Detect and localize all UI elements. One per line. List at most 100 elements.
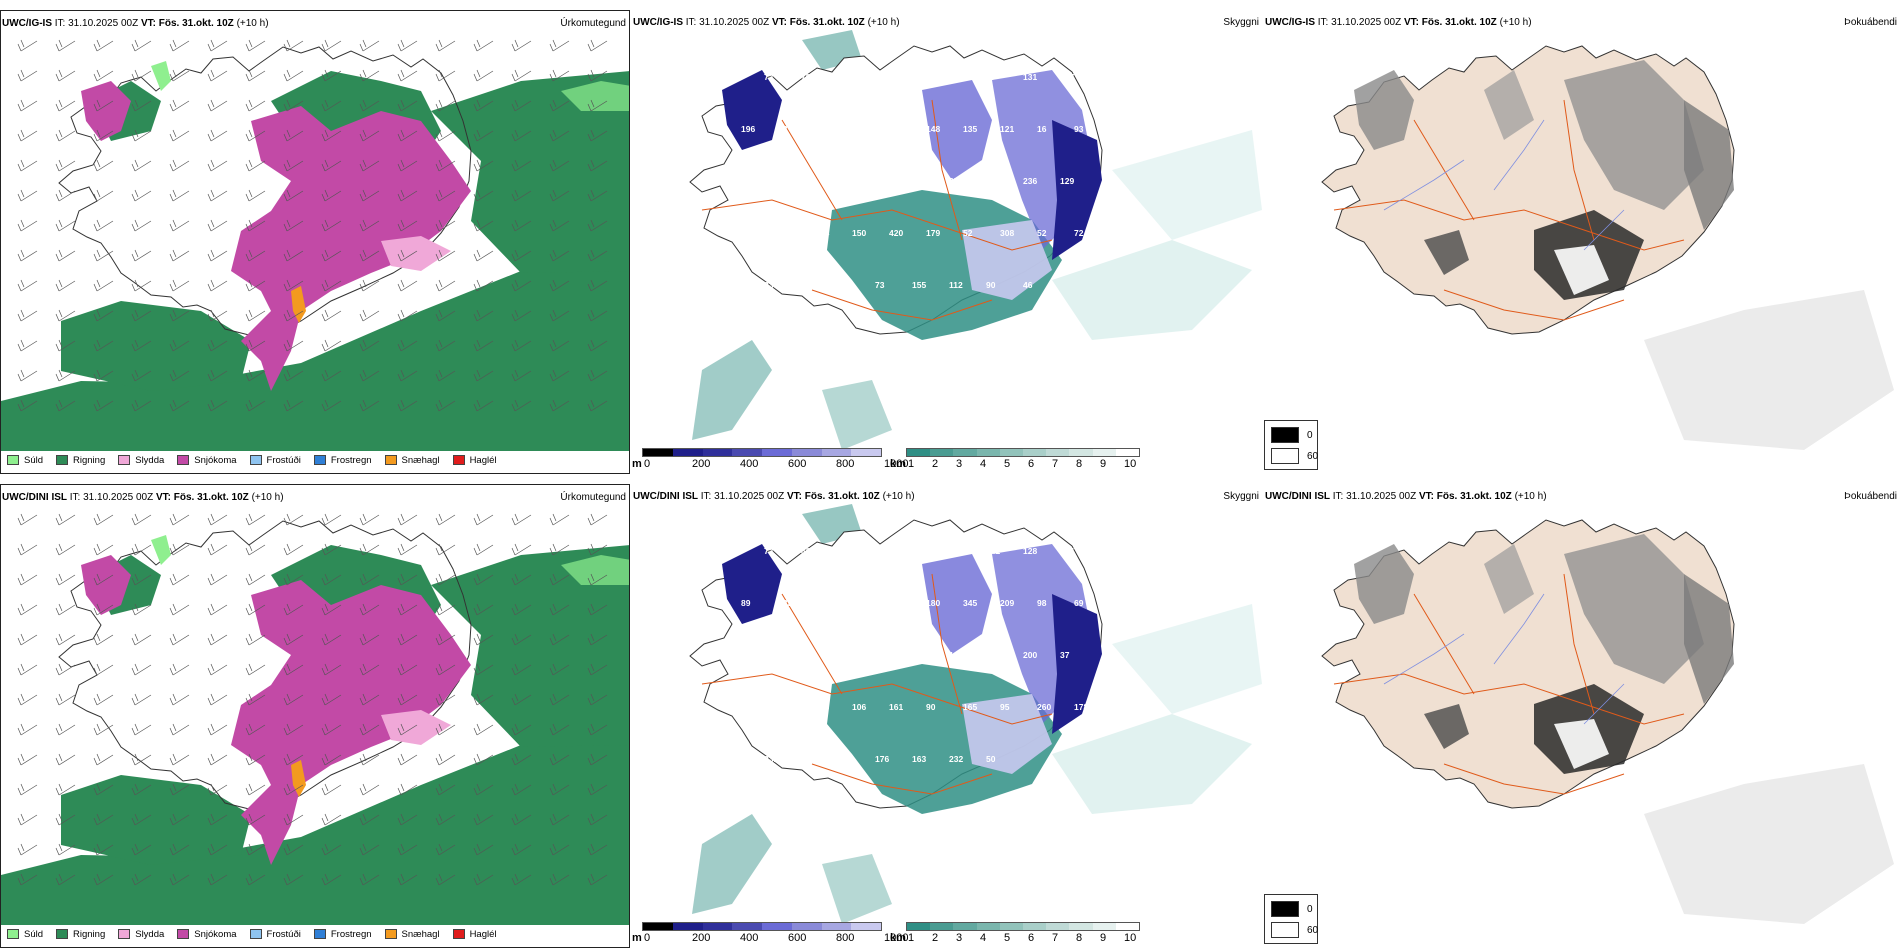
wind-barb bbox=[321, 873, 342, 886]
cloud-base-label: 143 bbox=[815, 702, 829, 712]
cloud-base-label: 176 bbox=[875, 754, 889, 764]
wind-barb bbox=[169, 189, 190, 202]
wind-barb bbox=[283, 69, 304, 82]
wind-barb bbox=[55, 603, 76, 616]
wind-barb bbox=[283, 99, 304, 112]
precip-legend-item: Haglél bbox=[452, 929, 497, 940]
colorbar-step bbox=[907, 449, 931, 456]
wind-barb bbox=[549, 99, 570, 112]
wind-barb bbox=[283, 813, 304, 826]
legend-swatch bbox=[7, 929, 19, 939]
wind-barb bbox=[283, 249, 304, 262]
wind-barb bbox=[131, 513, 152, 526]
wind-barb bbox=[511, 663, 532, 676]
cloud-base-label: 168 bbox=[778, 702, 792, 712]
wind-barb bbox=[169, 753, 190, 766]
wind-barb bbox=[511, 873, 532, 886]
wind-barb bbox=[283, 723, 304, 736]
colorbar-unit: m bbox=[632, 458, 642, 470]
wind-barb bbox=[321, 279, 342, 292]
snow-pellets-area bbox=[291, 760, 306, 797]
wind-barb bbox=[435, 723, 456, 736]
colorbar-tick: 600 bbox=[788, 932, 807, 944]
wind-barb bbox=[359, 573, 380, 586]
wind-barb bbox=[321, 249, 342, 262]
wind-barb bbox=[397, 339, 418, 352]
wind-barb bbox=[397, 603, 418, 616]
wind-barb bbox=[473, 873, 494, 886]
cloud-base-area bbox=[722, 544, 782, 624]
legend-label: Slydda bbox=[135, 928, 165, 940]
wind-barb bbox=[93, 543, 114, 556]
vt-label: VT: bbox=[771, 17, 787, 28]
wind-barb bbox=[435, 783, 456, 796]
wind-barb bbox=[435, 129, 456, 142]
drizzle-area bbox=[151, 61, 171, 91]
wind-barb bbox=[321, 843, 342, 856]
wind-barb bbox=[511, 159, 532, 172]
cloud-base-label: 308 bbox=[1000, 228, 1014, 238]
wind-barb bbox=[359, 279, 380, 292]
wind-barb bbox=[245, 663, 266, 676]
wind-barb bbox=[359, 129, 380, 142]
wind-barb bbox=[473, 573, 494, 586]
wind-barb bbox=[283, 159, 304, 172]
wind-barb bbox=[397, 633, 418, 646]
wind-barb bbox=[511, 279, 532, 292]
colorbar-step bbox=[643, 449, 673, 456]
wind-barb bbox=[169, 873, 190, 886]
legend-label: 0 bbox=[1307, 429, 1313, 441]
wind-barb bbox=[55, 279, 76, 292]
rain-area bbox=[431, 545, 629, 747]
cloud-base-label: 212 bbox=[778, 228, 792, 238]
precip-legend-item: Snæhagl bbox=[384, 929, 440, 940]
wind-barb bbox=[93, 189, 114, 202]
wind-barb bbox=[549, 309, 570, 322]
wind-barb bbox=[245, 129, 266, 142]
precip-legend-item: Haglél bbox=[452, 455, 497, 466]
wind-barb bbox=[473, 219, 494, 232]
wind-barb bbox=[169, 663, 190, 676]
colorbar-step bbox=[1069, 923, 1093, 930]
wind-barb bbox=[245, 633, 266, 646]
wind-barb bbox=[207, 309, 228, 322]
visibility-area bbox=[692, 340, 772, 440]
wind-barb bbox=[283, 39, 304, 52]
wind-barb bbox=[131, 279, 152, 292]
cloud-base-label: 35 bbox=[838, 72, 848, 82]
wind-barb bbox=[473, 843, 494, 856]
wind-barb bbox=[207, 603, 228, 616]
wind-barb bbox=[587, 783, 608, 796]
wind-barb bbox=[511, 753, 532, 766]
wind-barb bbox=[245, 399, 266, 412]
wind-barb bbox=[321, 99, 342, 112]
legend-swatch bbox=[249, 455, 262, 465]
wind-barb bbox=[17, 279, 38, 292]
wind-barb bbox=[93, 513, 114, 526]
wind-barb bbox=[587, 369, 608, 382]
wind-barb bbox=[245, 693, 266, 706]
legend-label: 0 bbox=[1307, 903, 1313, 915]
fog-legend: 0 60 bbox=[1264, 420, 1318, 470]
cloud-base-label: 184 bbox=[1060, 546, 1074, 556]
cloud-base-label: 106 bbox=[741, 702, 755, 712]
wind-barb bbox=[55, 129, 76, 142]
wind-barb bbox=[587, 129, 608, 142]
wind-barb bbox=[435, 543, 456, 556]
wind-barb bbox=[587, 813, 608, 826]
wind-barb bbox=[169, 249, 190, 262]
sleet-area bbox=[381, 710, 451, 745]
cloud-base-label: 185 bbox=[727, 754, 741, 764]
wind-barb bbox=[207, 753, 228, 766]
wind-barb bbox=[93, 249, 114, 262]
wind-barb bbox=[169, 543, 190, 556]
wind-barb bbox=[359, 633, 380, 646]
wind-barb bbox=[511, 603, 532, 616]
wind-barb bbox=[359, 813, 380, 826]
wind-barb bbox=[359, 543, 380, 556]
cloud-base-label: 121 bbox=[1000, 124, 1014, 134]
wind-barb bbox=[359, 159, 380, 172]
wind-barb bbox=[359, 603, 380, 616]
colorbar-step bbox=[1046, 923, 1070, 930]
wind-barb bbox=[435, 399, 456, 412]
